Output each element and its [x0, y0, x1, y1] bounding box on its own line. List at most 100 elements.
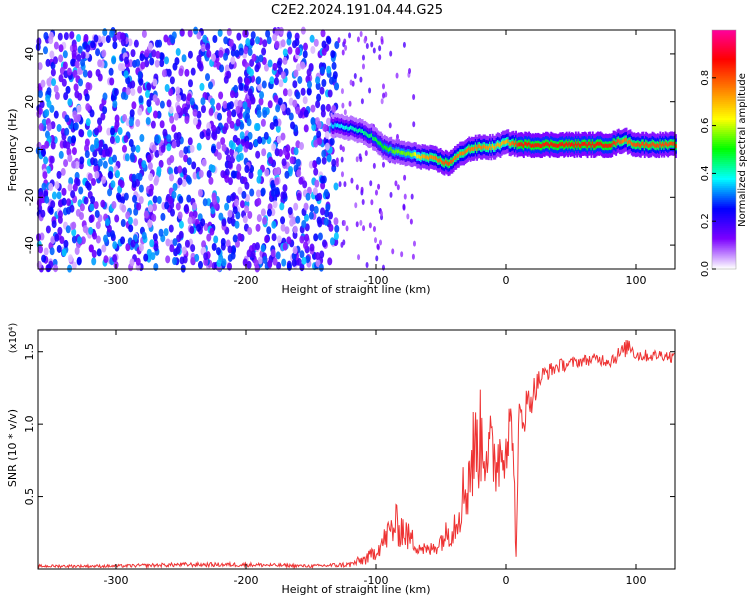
signal-cell — [541, 144, 543, 148]
noise-cell — [235, 105, 241, 114]
signal-cell — [547, 142, 550, 147]
noise-cell — [117, 127, 123, 136]
noise-cell — [130, 80, 136, 89]
colorbar-step — [712, 229, 736, 232]
noise-cell — [355, 156, 359, 163]
signal-cell — [456, 154, 459, 158]
noise-cell — [43, 156, 49, 165]
noise-cell — [209, 227, 215, 236]
noise-cell — [262, 216, 268, 225]
noise-cell — [217, 112, 223, 121]
signal-cell — [589, 141, 592, 146]
x-tick-label: -100 — [364, 574, 389, 587]
noise-cell — [78, 78, 84, 87]
noise-cell — [272, 33, 278, 42]
noise-cell — [146, 99, 152, 108]
noise-cell — [85, 82, 91, 91]
noise-cell — [273, 77, 279, 86]
noise-cell — [166, 99, 172, 108]
noise-cell — [127, 216, 133, 225]
noise-cell — [320, 181, 326, 190]
noise-cell — [280, 39, 286, 48]
noise-cell — [309, 243, 315, 252]
noise-cell — [123, 192, 129, 201]
colorbar-step — [712, 199, 736, 202]
noise-cell — [127, 38, 133, 47]
noise-cell — [277, 97, 283, 106]
noise-cell — [225, 154, 231, 163]
noise-cell — [358, 153, 362, 160]
noise-cell — [182, 167, 188, 176]
noise-cell — [64, 127, 70, 136]
noise-cell — [285, 144, 291, 153]
signal-cell — [482, 144, 485, 149]
noise-cell — [282, 48, 288, 57]
noise-cell — [230, 170, 236, 179]
noise-cell — [67, 183, 73, 192]
noise-cell — [258, 97, 264, 106]
noise-cell — [208, 81, 214, 90]
noise-cell — [161, 69, 167, 78]
noise-cell — [154, 59, 160, 68]
signal-cell — [442, 160, 445, 165]
noise-cell — [343, 38, 347, 45]
noise-cell — [169, 115, 175, 124]
noise-cell — [300, 26, 306, 35]
noise-cell — [313, 38, 319, 47]
x-tick-label: 0 — [503, 574, 510, 587]
signal-cell — [571, 142, 573, 147]
x-tick-label: -300 — [104, 574, 129, 587]
noise-cell — [237, 144, 243, 153]
colorbar-step — [712, 187, 736, 190]
noise-cell — [108, 67, 114, 76]
noise-cell — [133, 39, 139, 48]
figure-title: C2E2.2024.191.04.44.G25 — [271, 3, 443, 18]
noise-cell — [130, 239, 136, 248]
noise-cell — [229, 193, 235, 202]
noise-cell — [125, 76, 131, 85]
noise-cell — [187, 29, 193, 38]
noise-cell — [76, 104, 82, 113]
noise-cell — [221, 143, 227, 152]
colorbar-step — [712, 201, 736, 204]
noise-cell — [380, 210, 384, 217]
noise-cell — [48, 31, 54, 40]
signal-cell — [428, 156, 430, 161]
colorbar-step — [712, 245, 736, 248]
signal-cell — [574, 141, 577, 146]
noise-cell — [313, 233, 319, 242]
signal-cell — [426, 155, 429, 160]
colorbar-step — [712, 113, 736, 117]
noise-cell — [247, 210, 253, 219]
signal-cell — [572, 142, 575, 147]
spectrogram-x-axis-label: Height of straight line (km) — [281, 283, 430, 296]
noise-cell — [280, 71, 286, 80]
noise-cell — [158, 159, 164, 168]
colorbar-step — [712, 67, 736, 71]
noise-cell — [321, 156, 327, 165]
signal-cell — [525, 141, 528, 146]
noise-cell — [256, 197, 262, 206]
signal-cell — [407, 151, 410, 156]
noise-cell — [120, 38, 126, 47]
noise-cell — [119, 180, 125, 189]
noise-cell — [321, 239, 327, 248]
noise-cell — [248, 68, 254, 77]
noise-cell — [224, 64, 230, 73]
noise-cell — [48, 183, 54, 192]
noise-cell — [286, 37, 292, 46]
noise-cell — [112, 154, 118, 163]
noise-cell — [77, 45, 83, 54]
noise-cell — [234, 198, 240, 207]
noise-cell — [172, 238, 178, 247]
noise-cell — [232, 206, 238, 215]
noise-cell — [380, 38, 384, 45]
signal-cell — [577, 141, 580, 146]
noise-cell — [274, 27, 280, 36]
noise-cell — [82, 225, 88, 234]
noise-cell — [211, 131, 217, 140]
colorbar-step — [712, 49, 736, 53]
colorbar-step — [712, 105, 736, 109]
noise-cell — [374, 237, 378, 244]
signal-cell — [543, 142, 546, 147]
